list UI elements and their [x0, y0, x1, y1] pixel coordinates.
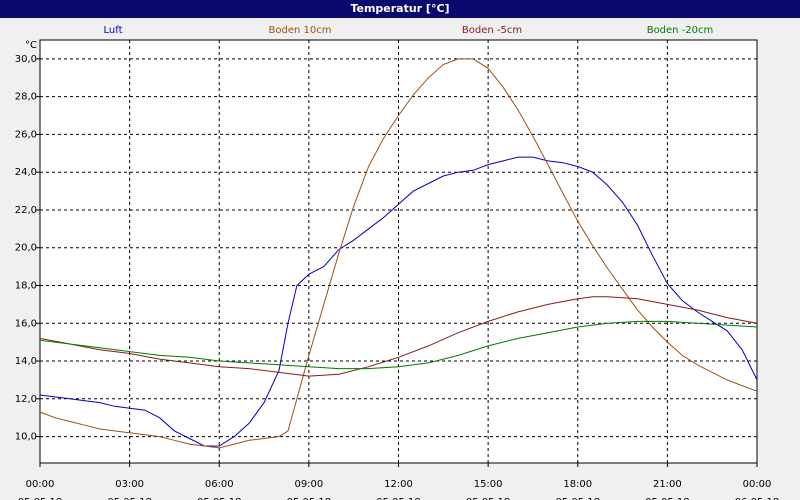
x-tick-time-label: 06:00	[205, 479, 234, 490]
x-tick-date-label: 05.05.18	[555, 497, 600, 500]
x-tick-date-label: 05.05.18	[107, 497, 152, 500]
x-tick-date-label: 05.05.18	[197, 497, 242, 500]
chart-title: Temperatur [°C]	[0, 0, 800, 18]
y-axis-ticks: 10,0 12,0 14,0 16,0 18,0 20,0 22,0 24,0 26,0 28,0…	[15, 54, 40, 443]
series-line-luft	[39, 156, 758, 447]
x-tick-time-label: 09:00	[294, 479, 323, 490]
y-tick-label: 18,0	[15, 280, 37, 291]
series-line-boden-5cm	[39, 296, 758, 377]
x-tick-time-label: 12:00	[384, 479, 413, 490]
x-tick-time-label: 00:00	[743, 479, 772, 490]
x-tick-date-label: 05.05.18	[466, 497, 511, 500]
y-tick-label: 14,0	[15, 356, 37, 367]
legend-entry: Boden -5cm	[462, 25, 522, 36]
y-tick-label: 12,0	[15, 394, 37, 405]
y-tick-label: 24,0	[15, 167, 37, 178]
y-tick-label: 28,0	[15, 92, 37, 103]
series-line-boden-10cm	[39, 58, 758, 449]
legend-entry: Boden -20cm	[647, 25, 714, 36]
x-tick-date-label: 05.05.18	[287, 497, 332, 500]
x-tick-date-label: 05.05.18	[376, 497, 421, 500]
x-axis-ticks: 00:00 05.05.18 03:00 05.05.18 06:00 05.05.18 0…	[18, 463, 780, 500]
x-tick-time-label: 18:00	[563, 479, 592, 490]
x-tick-time-label: 00:00	[26, 479, 55, 490]
series-line-boden-20cm	[39, 320, 758, 370]
series-lines	[39, 58, 758, 449]
x-tick-time-label: 03:00	[115, 479, 144, 490]
y-tick-label: 16,0	[15, 318, 37, 329]
x-tick-time-label: 15:00	[474, 479, 503, 490]
x-tick-time-label: 21:00	[653, 479, 682, 490]
legend-entry: Luft	[104, 25, 123, 36]
y-tick-label: 20,0	[15, 243, 37, 254]
legend-entry: Boden 10cm	[269, 25, 332, 36]
y-tick-label: 22,0	[15, 205, 37, 216]
y-tick-label: 26,0	[15, 129, 37, 140]
y-axis-unit: °C	[25, 40, 37, 51]
x-tick-date-label: 05.05.18	[18, 497, 63, 500]
x-tick-date-label: 06.05.18	[735, 497, 780, 500]
y-tick-label: 10,0	[15, 432, 37, 443]
legend: Luft Boden 10cm Boden -5cm Boden -20cm	[104, 25, 714, 36]
x-tick-date-label: 05.05.18	[645, 497, 690, 500]
temperature-chart: Luft Boden 10cm Boden -5cm Boden -20cm °C 1…	[15, 25, 780, 500]
y-tick-label: 30,0	[15, 54, 37, 65]
grid	[40, 40, 757, 463]
